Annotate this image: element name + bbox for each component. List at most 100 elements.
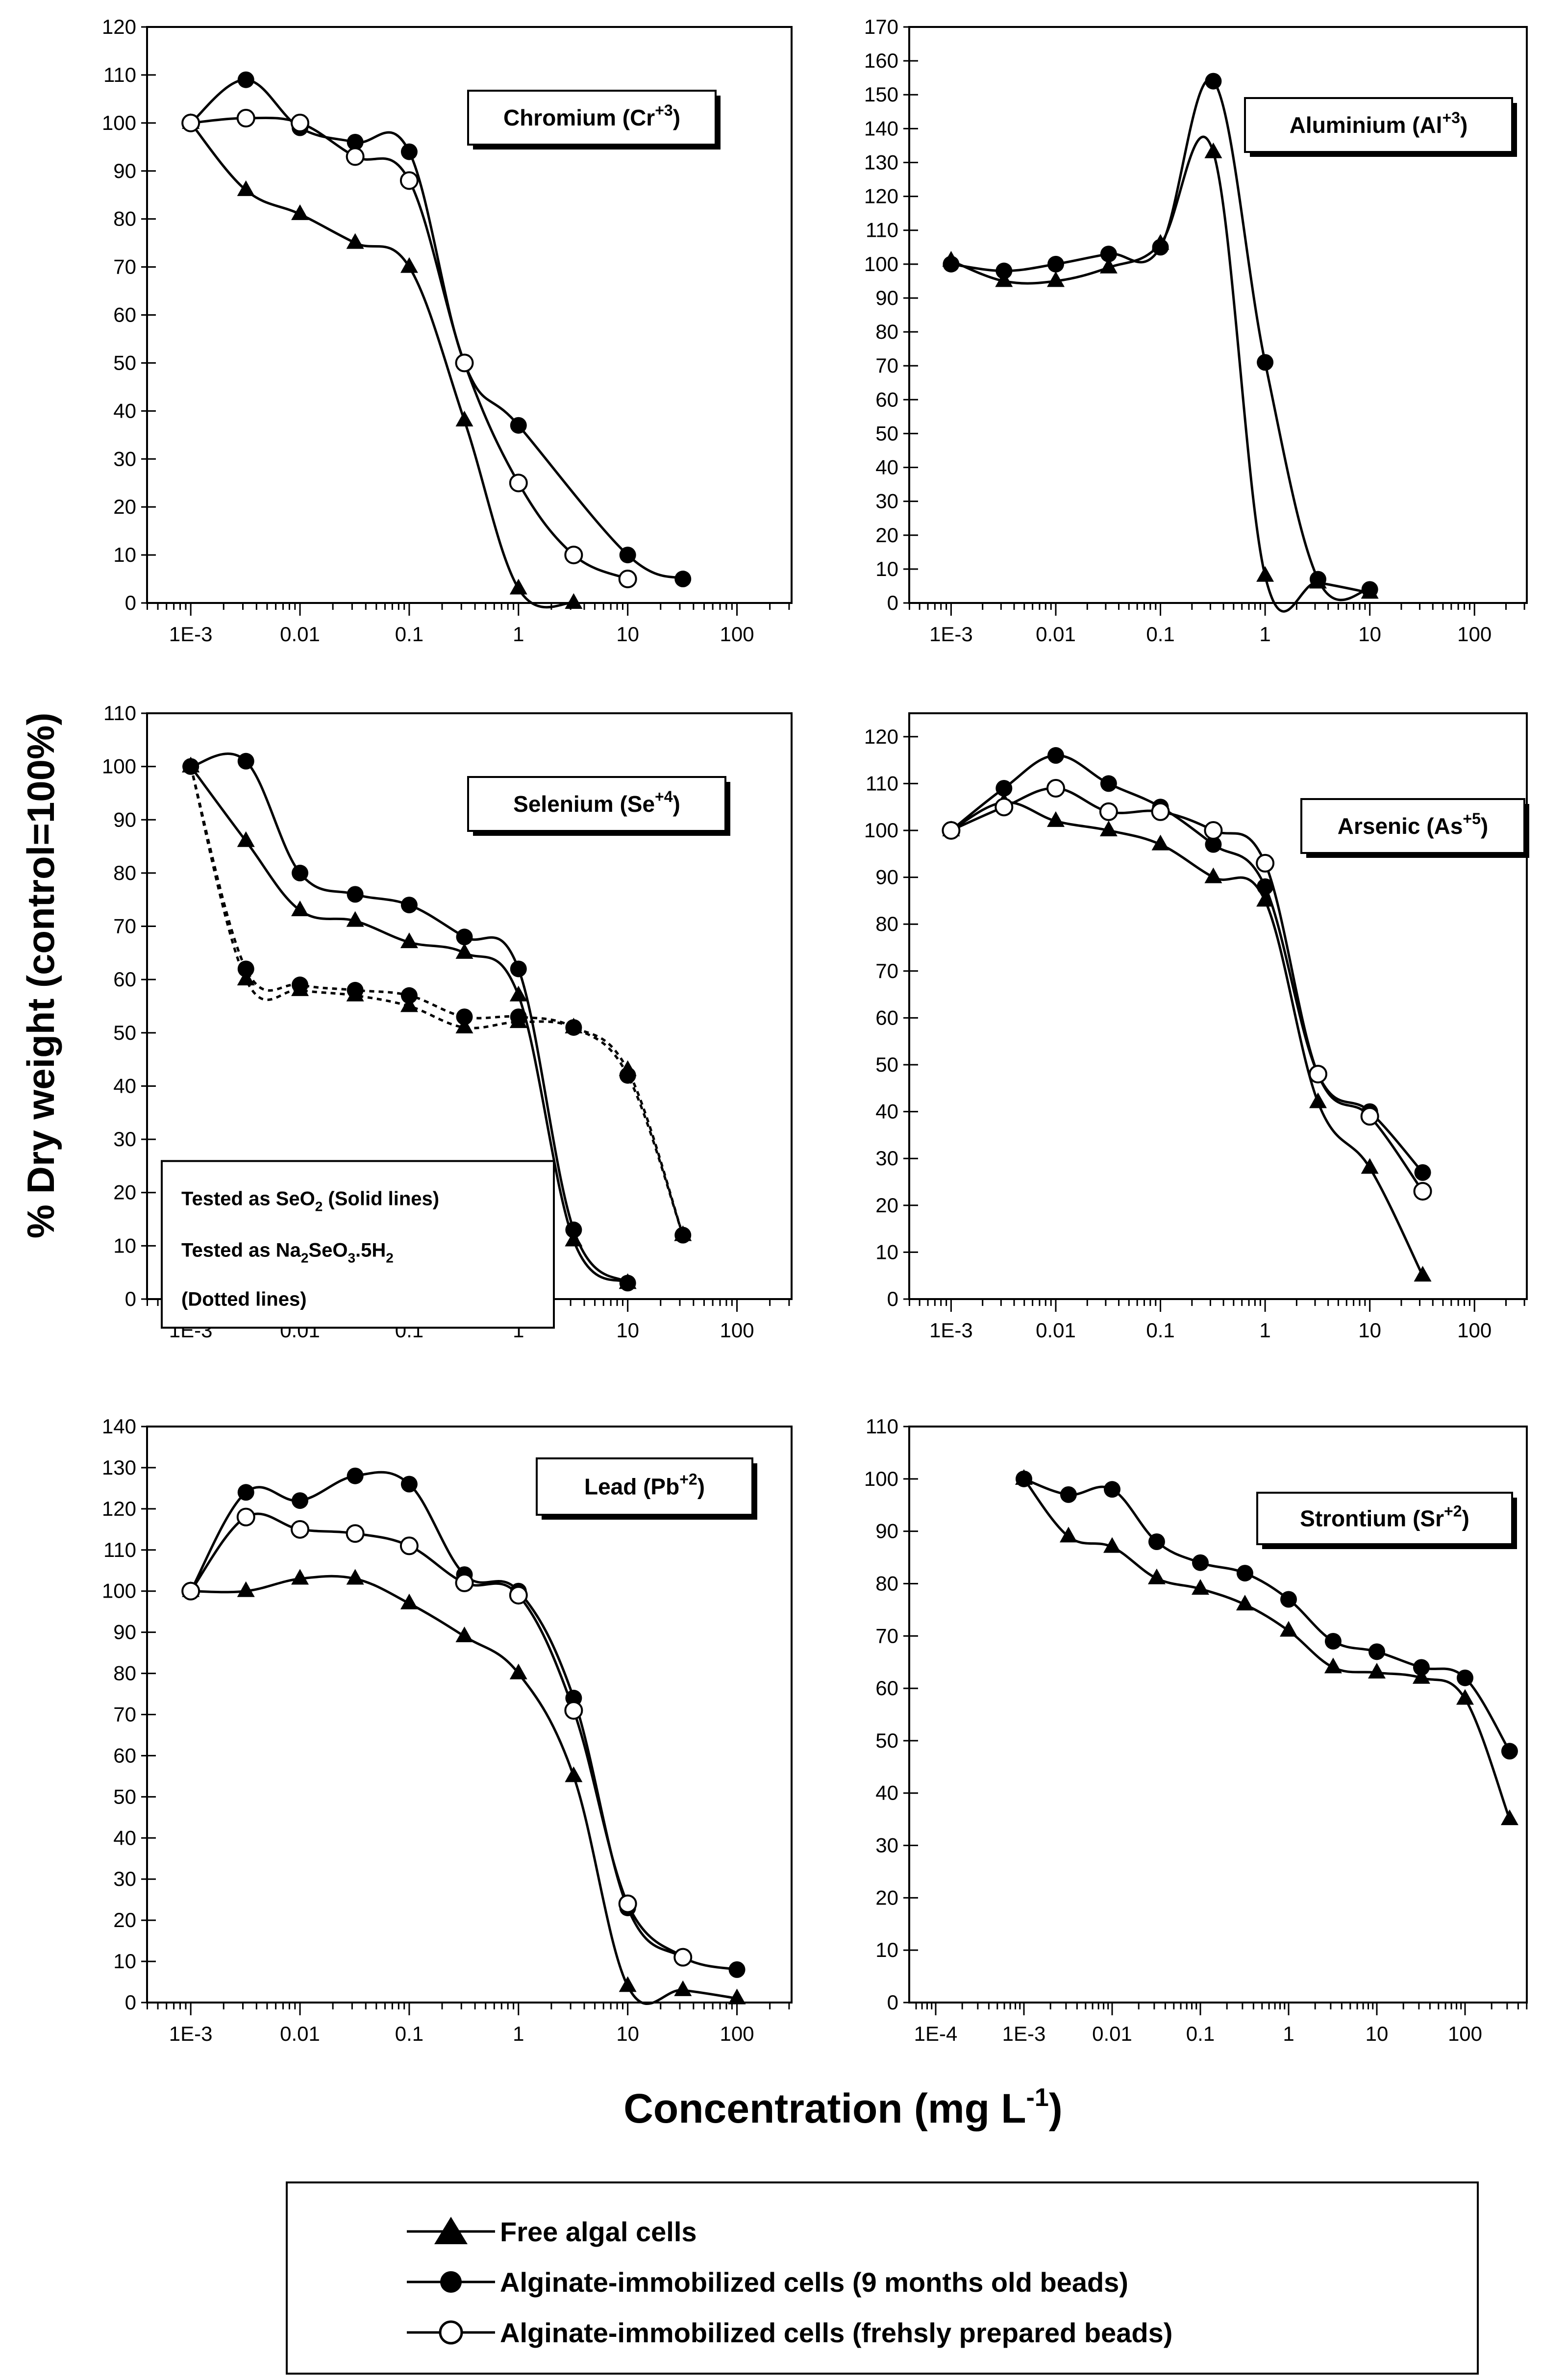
data-point-filled-circle [943, 255, 960, 273]
data-point-triangle [1103, 1537, 1121, 1553]
data-point-filled-circle [1368, 1643, 1385, 1660]
data-point-triangle [1414, 1266, 1432, 1282]
data-point-filled-circle [1257, 354, 1274, 371]
data-point-filled-circle [347, 981, 364, 999]
y-tick-label: 10 [113, 543, 136, 566]
y-axis-title: % Dry weight (control=100%) [19, 713, 62, 1239]
y-tick-label: 70 [113, 915, 136, 938]
y-tick-label: 40 [113, 1826, 136, 1849]
panel-title-text: Aluminium (Al [1290, 112, 1443, 138]
plot-frame [908, 712, 1528, 1300]
x-tick-label: 0.01 [1036, 623, 1076, 646]
data-point-open-circle [346, 1524, 365, 1543]
data-point-open-circle [942, 821, 961, 840]
data-point-open-circle [455, 1573, 474, 1592]
data-point-filled-circle [510, 1008, 527, 1026]
data-point-filled-circle [237, 1484, 254, 1501]
data-point-open-circle [564, 1701, 583, 1720]
data-point-open-circle [181, 1581, 200, 1601]
x-tick-label: 100 [720, 2022, 754, 2045]
x-tick-label: 0.1 [395, 623, 423, 646]
series-line-1 [1023, 1478, 1511, 1820]
x-tick-label: 100 [1457, 623, 1492, 646]
panel-title-box [1300, 798, 1525, 854]
data-point-triangle [1099, 257, 1118, 274]
panel-title-box [536, 1457, 753, 1516]
selenium-note-line-1: Tested as SeO2 (Solid lines) [181, 1188, 439, 1214]
data-point-filled-circle [182, 758, 199, 775]
legend-marker-filled-circle [440, 2271, 462, 2293]
x-tick-label: 10 [616, 1319, 639, 1342]
panel-title-close: ) [673, 791, 680, 817]
data-point-filled-circle [347, 1467, 364, 1484]
x-axis-title-sup: -1 [1026, 2083, 1049, 2112]
data-point-triangle [291, 204, 309, 220]
data-point-filled-circle [619, 1275, 636, 1292]
data-point-triangle [455, 1627, 473, 1643]
x-tick-label: 0.1 [395, 2022, 423, 2045]
series-line-4 [189, 766, 684, 1236]
data-point-triangle [1204, 867, 1222, 883]
y-tick-label: 20 [113, 1181, 136, 1204]
data-point-filled-circle [510, 960, 527, 977]
data-point-filled-circle [456, 1008, 473, 1026]
y-tick-label: 80 [113, 861, 136, 884]
y-tick-label: 110 [103, 1538, 136, 1561]
legend-box [286, 2181, 1479, 2375]
y-tick-label: 60 [875, 1006, 898, 1029]
data-point-triangle [1151, 834, 1169, 851]
y-tick-label: 110 [866, 772, 898, 795]
data-point-open-circle [1151, 802, 1170, 821]
data-point-filled-circle [400, 143, 418, 160]
data-point-triangle [509, 578, 527, 595]
plot-frame [908, 1426, 1528, 2004]
data-point-triangle [1046, 811, 1065, 827]
y-tick-label: 90 [875, 1520, 898, 1543]
selenium-note-line-3: (Dotted lines) [181, 1288, 307, 1310]
data-point-filled-circle [1257, 878, 1274, 895]
series-line-2 [190, 752, 629, 1284]
panel-title-box [467, 90, 717, 146]
y-tick-label: 20 [113, 1908, 136, 1931]
data-point-open-circle [236, 1507, 255, 1527]
data-point-open-circle [399, 171, 419, 190]
legend-label-free-cells: Free algal cells [500, 2216, 697, 2247]
data-point-filled-circle [1192, 1554, 1209, 1571]
panel-title-box [1256, 1492, 1513, 1545]
series-line-3 [190, 116, 628, 580]
x-tick-label: 1 [1259, 1319, 1270, 1342]
y-tick-label: 30 [113, 447, 136, 470]
y-tick-label: 70 [113, 1703, 136, 1726]
legend-marker-open-circle [439, 2320, 463, 2345]
x-tick-label: 0.01 [1092, 2022, 1132, 2045]
y-tick-label: 30 [113, 1867, 136, 1890]
data-point-filled-circle [674, 571, 692, 588]
y-tick-label: 90 [113, 159, 136, 182]
note-seo-text: SeO [308, 1239, 348, 1261]
x-tick-label: 1 [1283, 2022, 1294, 2045]
data-point-filled-circle [1060, 1486, 1077, 1503]
panel-title-sup: +3 [655, 101, 672, 119]
y-tick-label: 100 [102, 755, 136, 778]
data-point-open-circle [181, 113, 200, 132]
panel-title: Arsenic (As+5) [1338, 810, 1488, 839]
data-point-triangle [1099, 821, 1118, 836]
note-h2-sub: 2 [386, 1250, 394, 1265]
y-tick-label: 120 [864, 185, 898, 208]
y-tick-label: 170 [864, 15, 898, 38]
data-point-triangle [509, 985, 527, 1002]
data-point-filled-circle [1457, 1669, 1473, 1686]
data-point-filled-circle [347, 886, 364, 903]
y-tick-label: 40 [113, 1074, 136, 1097]
note-na-sub: 2 [301, 1250, 309, 1265]
panel-title-box [467, 776, 726, 832]
data-point-filled-circle [400, 1476, 418, 1493]
y-tick-label: 50 [113, 1785, 136, 1808]
panel-title-text: Strontium (Sr [1300, 1506, 1444, 1531]
x-tick-label: 100 [1457, 1319, 1492, 1342]
legend: Free algal cells Alginate-immobilized ce… [286, 2181, 1479, 2375]
y-tick-label: 80 [875, 912, 898, 935]
data-point-filled-circle [1236, 1565, 1253, 1582]
